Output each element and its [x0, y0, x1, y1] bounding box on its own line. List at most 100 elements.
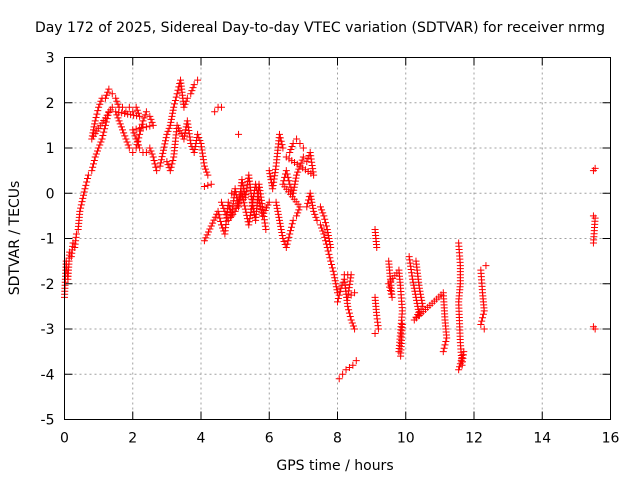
data-point	[191, 146, 199, 154]
data-point	[203, 231, 211, 239]
data-point	[117, 123, 125, 131]
data-point	[310, 207, 318, 215]
data-point	[203, 168, 211, 176]
data-point	[417, 290, 425, 298]
data-point	[265, 167, 273, 175]
data-point	[330, 271, 338, 279]
data-point	[180, 103, 188, 111]
data-point	[95, 144, 103, 152]
data-point	[148, 118, 156, 126]
data-point	[167, 115, 175, 123]
data-point	[306, 189, 314, 197]
data-point	[123, 138, 131, 146]
data-point	[77, 201, 85, 209]
data-point	[210, 216, 218, 224]
data-point	[200, 162, 208, 170]
data-point	[303, 203, 311, 211]
data-point	[150, 156, 158, 164]
data-point	[439, 348, 447, 356]
data-point	[240, 199, 248, 207]
data-point	[332, 280, 340, 288]
data-point	[246, 212, 254, 220]
data-point	[326, 254, 334, 262]
data-point	[351, 289, 359, 297]
y-tick-label: 3	[46, 51, 55, 67]
data-point	[286, 230, 294, 238]
data-point	[141, 111, 149, 119]
data-point	[387, 290, 395, 298]
data-point	[321, 215, 329, 223]
data-point	[189, 84, 197, 92]
data-point	[312, 213, 320, 221]
data-point	[133, 112, 141, 120]
data-point	[460, 348, 468, 356]
data-point	[191, 142, 199, 150]
x-tick-label: 16	[602, 431, 620, 447]
data-point	[174, 86, 182, 94]
data-point	[329, 267, 337, 275]
data-point	[349, 361, 357, 369]
data-point	[327, 244, 335, 252]
data-point	[327, 257, 335, 265]
data-point	[161, 140, 169, 148]
data-point	[319, 227, 327, 235]
data-point	[279, 235, 287, 242]
data-point	[127, 111, 135, 119]
data-point	[289, 139, 297, 147]
data-point	[147, 147, 155, 155]
data-point	[293, 171, 301, 179]
data-point	[228, 189, 236, 197]
data-point	[458, 354, 466, 362]
data-point	[162, 137, 170, 145]
data-point	[256, 202, 264, 210]
data-point	[238, 176, 246, 184]
y-axis-label: SDTVAR / TECUs	[7, 181, 23, 296]
data-point	[83, 178, 91, 186]
data-point	[296, 139, 304, 147]
y-tick-label: -3	[41, 322, 55, 338]
data-point	[222, 210, 230, 218]
data-point	[418, 299, 426, 307]
data-point	[225, 202, 233, 210]
data-point	[98, 135, 106, 143]
data-point	[282, 167, 290, 175]
data-point	[331, 274, 339, 282]
x-tick-label: 10	[397, 431, 415, 447]
data-point	[321, 233, 329, 241]
data-point	[92, 150, 100, 158]
data-point	[125, 144, 133, 152]
data-point	[147, 115, 155, 123]
data-point	[328, 261, 336, 269]
data-point	[334, 298, 341, 306]
data-point	[196, 136, 204, 144]
data-point	[90, 126, 98, 134]
data-point	[101, 125, 109, 133]
data-point	[239, 196, 247, 204]
data-point	[289, 189, 297, 197]
data-point	[130, 129, 138, 137]
data-point	[298, 156, 306, 164]
data-point	[129, 149, 137, 157]
data-point	[245, 221, 253, 229]
data-point	[252, 183, 260, 191]
data-point	[290, 186, 298, 194]
data-point	[285, 177, 293, 185]
data-point	[339, 370, 347, 378]
data-point	[217, 103, 225, 111]
data-point	[232, 204, 240, 212]
data-point	[113, 97, 121, 105]
data-point	[103, 91, 111, 99]
data-point	[113, 111, 121, 119]
y-tick-label: 2	[46, 96, 55, 112]
data-point	[152, 163, 160, 171]
data-point	[273, 201, 281, 209]
data-point	[477, 320, 485, 328]
data-point	[275, 213, 283, 221]
data-point	[262, 225, 270, 233]
data-point	[80, 191, 88, 199]
data-point	[257, 206, 265, 214]
data-point	[332, 283, 340, 291]
data-point	[288, 220, 296, 228]
data-point	[172, 93, 180, 101]
data-point	[241, 202, 249, 210]
